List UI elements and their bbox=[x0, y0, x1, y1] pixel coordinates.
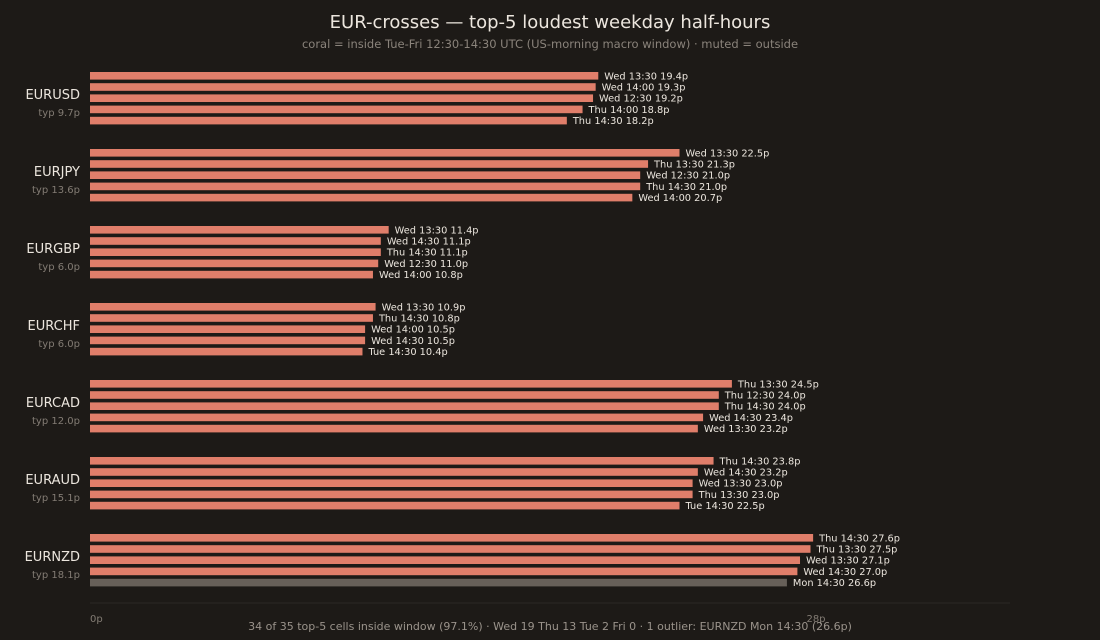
bar-value-label: Thu 14:30 18.2p bbox=[572, 116, 654, 127]
bar-value-label: Thu 14:30 24.0p bbox=[724, 402, 806, 413]
typical-value-label: typ 15.1p bbox=[32, 493, 80, 504]
bar bbox=[90, 182, 641, 191]
bar-value-label: Wed 13:30 19.4p bbox=[604, 71, 688, 82]
bar bbox=[90, 391, 719, 399]
pair-label: EURJPY bbox=[34, 165, 80, 180]
typical-value-label: typ 12.0p bbox=[32, 416, 80, 427]
bar bbox=[90, 83, 596, 91]
bar-value-label: Wed 14:00 20.7p bbox=[638, 193, 722, 204]
bar bbox=[90, 567, 798, 576]
bar bbox=[90, 380, 732, 388]
bar-value-label: Wed 14:30 11.1p bbox=[387, 237, 471, 248]
bar-value-label: Thu 12:30 24.0p bbox=[724, 391, 806, 402]
x-tick-label: 0p bbox=[90, 614, 103, 625]
bar-value-label: Wed 14:00 19.3p bbox=[602, 83, 686, 94]
pair-label: EURCAD bbox=[26, 396, 80, 411]
bar-value-label: Wed 14:00 10.8p bbox=[379, 270, 463, 281]
bar bbox=[90, 248, 381, 256]
bar-value-label: Wed 14:30 27.0p bbox=[803, 567, 887, 578]
bar bbox=[90, 105, 583, 114]
typical-value-label: typ 13.6p bbox=[32, 185, 80, 196]
typical-value-label: typ 18.1p bbox=[32, 570, 80, 581]
typical-value-label: typ 9.7p bbox=[38, 108, 80, 119]
bar bbox=[90, 578, 787, 587]
bar bbox=[90, 314, 373, 322]
bar-value-label: Thu 14:30 27.6p bbox=[818, 533, 900, 544]
bar-value-label: Wed 13:30 10.9p bbox=[382, 302, 466, 313]
bar-value-label: Wed 13:30 23.2p bbox=[704, 424, 788, 435]
bar-value-label: Tue 14:30 22.5p bbox=[685, 501, 765, 512]
x-tick-label: 28p bbox=[806, 614, 825, 625]
chart-footer-note: 34 of 35 top-5 cells inside window (97.1… bbox=[248, 620, 852, 633]
bar-value-label: Thu 14:00 18.8p bbox=[588, 105, 670, 116]
bar-value-label: Wed 12:30 21.0p bbox=[646, 171, 730, 182]
bar bbox=[90, 226, 389, 234]
bar bbox=[90, 424, 698, 433]
bar-value-label: Wed 14:30 10.5p bbox=[371, 336, 455, 347]
bar bbox=[90, 490, 693, 499]
bar bbox=[90, 479, 693, 487]
bar bbox=[90, 270, 373, 279]
pair-label: EURAUD bbox=[25, 473, 80, 488]
bar-value-label: Tue 14:30 10.4p bbox=[367, 347, 447, 358]
pair-label: EURGBP bbox=[26, 242, 80, 257]
bar-value-label: Wed 14:00 10.5p bbox=[371, 325, 455, 336]
bar-value-label: Wed 13:30 11.4p bbox=[395, 225, 479, 236]
bar bbox=[90, 259, 379, 268]
bar bbox=[90, 237, 381, 245]
pair-label: EURNZD bbox=[25, 550, 80, 565]
bar-value-label: Wed 14:30 23.2p bbox=[704, 468, 788, 479]
bar bbox=[90, 468, 698, 476]
bar-value-label: Mon 14:30 26.6p bbox=[793, 578, 876, 589]
bar bbox=[90, 160, 649, 168]
bar-value-label: Thu 14:30 11.1p bbox=[386, 248, 468, 259]
bar-value-label: Thu 13:30 27.5p bbox=[816, 545, 898, 556]
bar bbox=[90, 402, 719, 410]
bar-value-label: Wed 12:30 19.2p bbox=[599, 94, 683, 105]
bar-value-label: Wed 14:30 23.4p bbox=[709, 413, 793, 424]
bar-value-label: Wed 13:30 27.1p bbox=[806, 556, 890, 567]
bar bbox=[90, 413, 704, 422]
bar bbox=[90, 303, 376, 311]
bar bbox=[90, 116, 567, 125]
bar-value-label: Wed 13:30 22.5p bbox=[686, 148, 770, 159]
bar-value-label: Wed 12:30 11.0p bbox=[384, 259, 468, 270]
chart-subtitle: coral = inside Tue-Fri 12:30-14:30 UTC (… bbox=[302, 37, 798, 51]
typical-value-label: typ 6.0p bbox=[38, 339, 80, 350]
bar-value-label: Thu 14:30 23.8p bbox=[719, 456, 801, 467]
pair-label: EURCHF bbox=[28, 319, 80, 334]
bar-value-label: Thu 13:30 24.5p bbox=[737, 379, 819, 390]
bar bbox=[90, 545, 811, 553]
bar bbox=[90, 501, 680, 510]
pair-label: EURUSD bbox=[25, 88, 80, 103]
typical-value-label: typ 6.0p bbox=[38, 262, 80, 273]
bar bbox=[90, 171, 641, 179]
bar bbox=[90, 94, 594, 102]
bar bbox=[90, 534, 814, 542]
bar-value-label: Thu 14:30 21.0p bbox=[645, 182, 727, 193]
bar-value-label: Thu 13:30 23.0p bbox=[698, 490, 780, 501]
bar bbox=[90, 556, 801, 564]
bar bbox=[90, 72, 599, 80]
bar-value-label: Wed 13:30 23.0p bbox=[699, 479, 783, 490]
bar bbox=[90, 336, 366, 345]
bar bbox=[90, 325, 366, 333]
bar-value-label: Thu 14:30 10.8p bbox=[378, 314, 460, 325]
bar bbox=[90, 193, 633, 202]
bar bbox=[90, 149, 680, 157]
chart-title: EUR-crosses — top-5 loudest weekday half… bbox=[330, 12, 771, 33]
bar bbox=[90, 457, 714, 465]
bar bbox=[90, 347, 363, 356]
bar-value-label: Thu 13:30 21.3p bbox=[653, 160, 735, 171]
